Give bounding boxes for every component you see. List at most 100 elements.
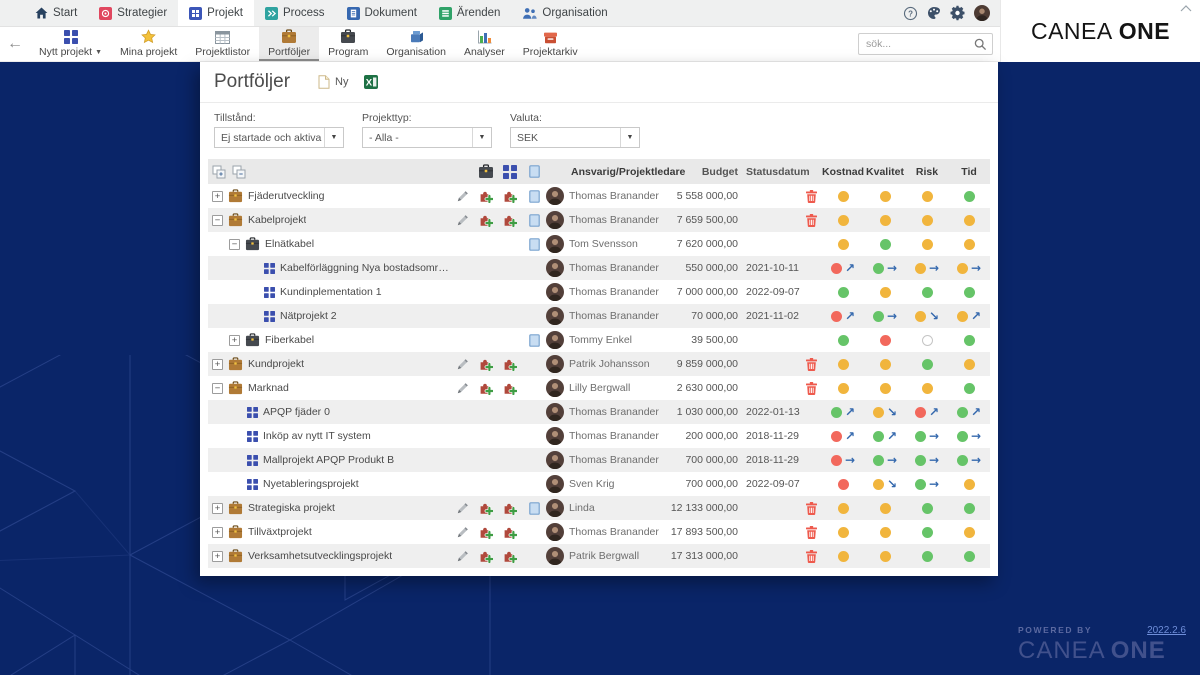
tree-toggle-minus[interactable]: − <box>212 383 223 394</box>
edit-icon[interactable] <box>456 382 469 395</box>
documents-icon[interactable] <box>529 190 540 203</box>
delete-icon[interactable] <box>806 550 817 563</box>
delete-icon[interactable] <box>806 358 817 371</box>
tree-toggle-minus[interactable]: − <box>229 239 240 250</box>
nav-tab-projekt[interactable]: Projekt <box>178 0 254 26</box>
export-excel-button[interactable]: X <box>364 75 378 89</box>
add-subportfolio-icon[interactable] <box>479 189 493 203</box>
table-row[interactable]: + Verksamhetsutvecklingsprojekt Patrik B… <box>208 544 990 568</box>
table-row[interactable]: + Fiberkabel Tommy Enkel 39 500,00 <box>208 328 990 352</box>
filter-select-2[interactable]: SEK ▼ <box>510 127 640 148</box>
table-row[interactable]: Inköp av nytt IT system Thomas Branander… <box>208 424 990 448</box>
nav-tab-dokument[interactable]: Dokument <box>336 0 428 26</box>
table-row[interactable]: Kundinplementation 1 Thomas Branander 7 … <box>208 280 990 304</box>
main-navbar: Start Strategier Projekt Process Dokumen… <box>0 0 1000 27</box>
new-portfolio-button[interactable]: Ny <box>318 75 348 89</box>
avatar <box>546 403 564 421</box>
tree-toggle-plus[interactable]: + <box>212 503 223 514</box>
table-row[interactable]: Mallprojekt APQP Produkt B Thomas Branan… <box>208 448 990 472</box>
table-row[interactable]: + Kundprojekt Patrik Johansson 9 859 000… <box>208 352 990 376</box>
add-project-icon[interactable] <box>503 189 517 203</box>
tree-toggle-plus[interactable]: + <box>229 335 240 346</box>
tree-toggle-plus[interactable]: + <box>212 551 223 562</box>
delete-icon[interactable] <box>806 214 817 227</box>
nav-tab-organisation[interactable]: Organisation <box>511 0 618 26</box>
edit-icon[interactable] <box>456 358 469 371</box>
avatar-icon[interactable] <box>974 5 990 21</box>
toolbar-item-projektarkiv[interactable]: Projektarkiv <box>514 27 587 61</box>
toolbar-item-organisation[interactable]: Organisation <box>377 27 455 61</box>
delete-icon[interactable] <box>806 382 817 395</box>
add-subportfolio-icon[interactable] <box>479 381 493 395</box>
table-row[interactable]: + Tillväxtprojekt Thomas Branander 17 89… <box>208 520 990 544</box>
search-input[interactable] <box>858 33 993 55</box>
add-project-icon[interactable] <box>503 381 517 395</box>
table-row[interactable]: − Elnätkabel Tom Svensson 7 620 000,00 <box>208 232 990 256</box>
documents-icon[interactable] <box>529 214 540 227</box>
filter-select-1[interactable]: - Alla - ▼ <box>362 127 492 148</box>
documents-icon[interactable] <box>529 238 540 251</box>
documents-icon[interactable] <box>529 334 540 347</box>
person-name: Thomas Branander <box>569 406 659 418</box>
status-dot-tid <box>964 479 975 490</box>
palette-icon[interactable] <box>926 5 942 21</box>
nav-tab-process[interactable]: Process <box>254 0 336 26</box>
add-project-icon[interactable] <box>503 213 517 227</box>
filter-select-0[interactable]: Ej startade och aktiva ▼ <box>214 127 344 148</box>
settings-icon[interactable] <box>950 5 966 21</box>
delete-icon[interactable] <box>806 526 817 539</box>
add-subportfolio-icon[interactable] <box>479 501 493 515</box>
help-icon[interactable]: ? <box>902 5 918 21</box>
toolbar-item-portföljer[interactable]: Portföljer <box>259 27 319 61</box>
trend-arrow-ne-icon: ↗ <box>845 406 855 418</box>
table-row[interactable]: + Strategiska projekt Linda 12 133 000,0… <box>208 496 990 520</box>
back-button[interactable]: ← <box>0 27 30 61</box>
toolbar-item-nytt-projekt[interactable]: Nytt projekt▼ <box>30 27 111 61</box>
nav-tab-start[interactable]: Start <box>24 0 88 26</box>
add-subportfolio-icon[interactable] <box>479 525 493 539</box>
nav-tab-strategier[interactable]: Strategier <box>88 0 178 26</box>
edit-icon[interactable] <box>456 526 469 539</box>
delete-icon[interactable] <box>806 190 817 203</box>
nav-tab-ärenden[interactable]: Ärenden <box>428 0 511 26</box>
edit-icon[interactable] <box>456 214 469 227</box>
table-row[interactable]: − Kabelprojekt Thomas Branander 7 659 50… <box>208 208 990 232</box>
add-subportfolio-icon[interactable] <box>479 549 493 563</box>
toolbar-item-mina-projekt[interactable]: Mina projekt <box>111 27 186 61</box>
table-row[interactable]: + Fjäderutveckling Thomas Branander 5 55… <box>208 184 990 208</box>
edit-icon[interactable] <box>456 190 469 203</box>
toolbar-item-projektlistor[interactable]: Projektlistor <box>186 27 259 61</box>
tree-toggle-minus[interactable]: − <box>212 215 223 226</box>
collapse-all-icon[interactable] <box>232 165 246 179</box>
table-row[interactable]: Kabelförläggning Nya bostadsområdet Thom… <box>208 256 990 280</box>
add-project-icon[interactable] <box>503 501 517 515</box>
add-project-icon[interactable] <box>503 549 517 563</box>
edit-icon[interactable] <box>456 502 469 515</box>
budget-value: 17 893 500,00 <box>658 526 738 538</box>
table-row[interactable]: Nätprojekt 2 Thomas Branander 70 000,00 … <box>208 304 990 328</box>
status-dot-kostnad <box>838 191 849 202</box>
home-icon <box>35 7 48 19</box>
documents-icon[interactable] <box>529 502 540 515</box>
version-link[interactable]: 2022.2.6 <box>1147 625 1186 636</box>
table-row[interactable]: Nyetableringsprojekt Sven Krig 700 000,0… <box>208 472 990 496</box>
tree-toggle-plus[interactable]: + <box>212 527 223 538</box>
header-budget: Budget <box>658 166 738 178</box>
collapse-header-icon[interactable] <box>1180 5 1192 12</box>
search-icon[interactable] <box>974 38 987 51</box>
delete-icon[interactable] <box>806 502 817 515</box>
toolbar-item-program[interactable]: Program <box>319 27 377 61</box>
add-project-icon[interactable] <box>503 357 517 371</box>
expand-all-icon[interactable] <box>212 165 226 179</box>
tree-toggle-plus[interactable]: + <box>212 191 223 202</box>
table-row[interactable]: − Marknad Lilly Bergwall 2 630 000,00 <box>208 376 990 400</box>
avatar <box>546 307 564 325</box>
tree-toggle-plus[interactable]: + <box>212 359 223 370</box>
add-subportfolio-icon[interactable] <box>479 213 493 227</box>
edit-icon[interactable] <box>456 550 469 563</box>
toolbar-item-analyser[interactable]: Analyser <box>455 27 514 61</box>
table-row[interactable]: APQP fjäder 0 Thomas Branander 1 030 000… <box>208 400 990 424</box>
add-subportfolio-icon[interactable] <box>479 357 493 371</box>
add-project-icon[interactable] <box>503 525 517 539</box>
header-kostnad: Kostnad <box>822 166 864 178</box>
